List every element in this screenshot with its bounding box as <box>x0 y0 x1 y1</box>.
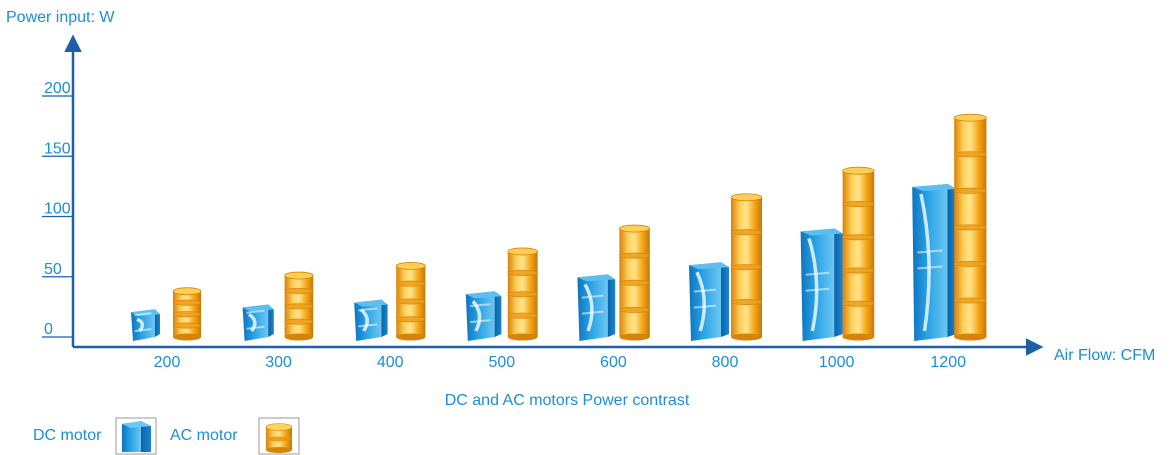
x-tick-label: 1000 <box>819 354 855 371</box>
y-tick: 50 <box>42 261 72 278</box>
ac-bar <box>395 262 426 341</box>
legend-dc-swatch <box>115 417 157 455</box>
x-axis-title: Air Flow: CFM <box>1054 347 1155 364</box>
y-ticks: 0 50 100 150 200 <box>42 80 72 338</box>
dc-bar <box>242 304 274 341</box>
ac-bar <box>507 247 539 341</box>
y-axis-title: Power input: W <box>6 9 115 26</box>
ac-bar <box>618 224 651 341</box>
x-tick-label: 500 <box>488 354 515 371</box>
ac-bar <box>730 193 763 341</box>
ac-bar <box>842 166 875 341</box>
ac-bar <box>284 271 314 341</box>
ac-bar <box>953 113 987 341</box>
y-tick-label: 0 <box>44 321 53 338</box>
y-tick: 0 <box>42 321 72 338</box>
dc-bar <box>465 291 502 341</box>
legend-dc-label: DC motor <box>33 427 102 444</box>
dc-bar <box>800 228 843 341</box>
x-tick-label: 600 <box>600 354 627 371</box>
y-tick-label: 100 <box>44 201 71 218</box>
x-tick-label: 300 <box>265 354 292 371</box>
bars <box>131 113 987 341</box>
legend-ac-swatch <box>258 417 300 455</box>
y-tick: 150 <box>42 140 72 157</box>
y-tick-label: 200 <box>44 80 71 97</box>
dc-bar <box>912 183 957 341</box>
dc-bar <box>577 274 616 341</box>
y-tick: 100 <box>42 201 72 218</box>
dc-bar <box>689 262 729 341</box>
dc-bar <box>131 309 160 341</box>
x-tick-label: 800 <box>712 354 739 371</box>
x-ticks: 200 300 400 500 600 800 1000 1200 <box>154 354 966 371</box>
y-tick-label: 50 <box>44 261 62 278</box>
legend-ac-label: AC motor <box>170 427 238 444</box>
x-tick-label: 1200 <box>930 354 966 371</box>
x-tick-label: 200 <box>154 354 181 371</box>
x-tick-label: 400 <box>377 354 404 371</box>
chart-title: DC and AC motors Power contrast <box>445 392 690 409</box>
dc-bar <box>354 299 388 341</box>
y-tick: 200 <box>42 80 72 97</box>
y-tick-label: 150 <box>44 140 71 157</box>
legend: DC motor AC motor <box>33 417 300 455</box>
ac-bar <box>172 287 202 341</box>
